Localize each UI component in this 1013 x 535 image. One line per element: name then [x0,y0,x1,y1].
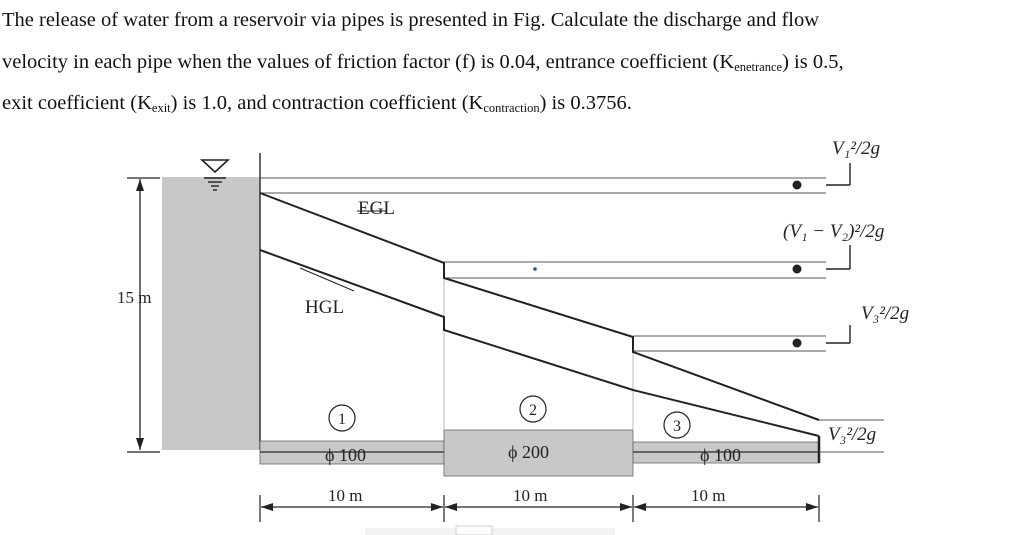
pipe-1-diameter: ϕ 100 [325,445,366,465]
egl-lower-line [259,249,820,437]
pipe-3-length: 10 m [691,486,725,505]
subscript-entrance: enetrance [734,59,783,74]
hgl-label: HGL [305,297,344,318]
pipe-2-number-text: 2 [529,402,537,419]
pipe-1-length: 10 m [328,486,362,505]
reservoir [162,177,260,450]
problem-line-3-c: ) is 0.3756. [539,92,632,114]
problem-line-2-end: ) is 0.5, [782,50,844,73]
subscript-contraction: contraction [483,101,540,115]
pipe-3-diameter: ϕ 100 [700,445,741,465]
problem-line-3: exit coefficient (Kexit) is 1.0, and con… [2,83,1010,125]
problem-line-2: velocity in each pipe when the values of… [2,42,1010,84]
velocity-head-markers [792,163,851,348]
pipe-2-length: 10 m [513,486,547,505]
length-dimensions [259,495,820,522]
problem-line-1: The release of water from a reservoir vi… [2,9,820,31]
pipe-2-number: 2 [519,395,547,423]
velocity-head-v3-exit-label: V₃²/2g [828,424,876,445]
problem-statement: The release of water from a reservoir vi… [2,0,1010,125]
height-label: 15 m [117,288,151,307]
egl-label: EGL [358,198,395,219]
problem-line-3-a: exit coefficient (K [2,92,152,114]
pipe-2-diameter: ϕ 200 [508,442,549,462]
reference-dot [533,267,537,271]
pipe-3-number-text: 3 [673,418,681,435]
problem-line-2-text: velocity in each pipe when the values of… [2,50,735,73]
pipe-2 [443,429,634,477]
velocity-head-v12-label: (V₁ − V₂)²/2g [783,221,884,242]
bottom-artifact-box [455,525,493,535]
subscript-exit: exit [151,101,171,115]
problem-line-3-b: ) is 1.0, and contraction coefficient (K [170,92,484,114]
velocity-head-v3-label: V₃²/2g [861,303,909,324]
water-level-symbol [199,159,231,191]
pipe-3-number: 3 [663,411,691,439]
hgl-leader [299,267,355,292]
pipe-1-number: 1 [328,404,356,432]
pipe-1-number-text: 1 [338,411,346,428]
velocity-head-v1-label: V₁²/2g [832,138,880,159]
egl-line [259,192,820,421]
